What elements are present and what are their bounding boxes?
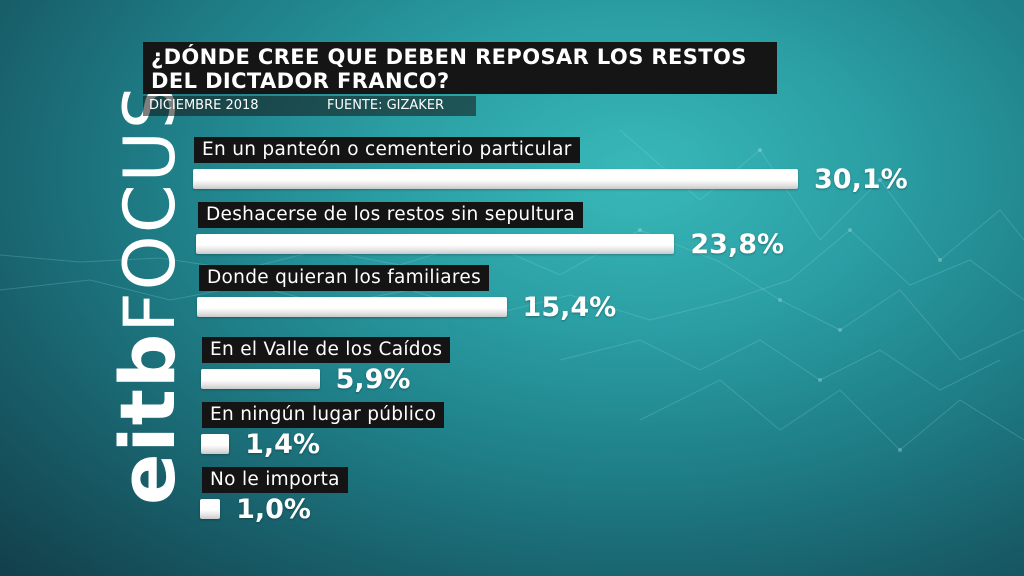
bar-label: No le importa xyxy=(202,467,348,493)
survey-date: DICIEMBRE 2018 xyxy=(149,98,259,113)
bar-value-label: 30,1% xyxy=(814,164,908,195)
logo-focus-text: FOCUS xyxy=(109,82,191,333)
bar-label: Donde quieran los familiares xyxy=(199,265,490,291)
bar xyxy=(201,434,230,454)
bar xyxy=(197,297,507,317)
bar-value-label: 5,9% xyxy=(335,364,411,395)
bar-label: En el Valle de los Caídos xyxy=(202,337,451,363)
chart-title-line1: ¿DÓNDE CREE QUE DEBEN REPOSAR LOS RESTOS xyxy=(151,45,747,69)
survey-source: FUENTE: GIZAKER xyxy=(327,98,445,113)
bar-value-label: 1,0% xyxy=(236,494,311,525)
bar-value-label: 1,4% xyxy=(245,429,321,460)
bar xyxy=(196,234,675,254)
bar-label: En ningún lugar público xyxy=(202,402,445,428)
logo-eitb-text: eitb xyxy=(103,332,192,505)
bar xyxy=(193,169,798,189)
chart-meta: DICIEMBRE 2018 FUENTE: GIZAKER xyxy=(143,96,476,116)
bar-value-label: 23,8% xyxy=(690,229,785,260)
bar-value-label: 15,4% xyxy=(522,292,617,323)
chart-title-line2: DEL DICTADOR FRANCO? xyxy=(151,69,450,93)
chart-title: ¿DÓNDE CREE QUE DEBEN REPOSAR LOS RESTOS… xyxy=(143,42,777,94)
bar-label: En un panteón o cementerio particular xyxy=(194,137,580,163)
bar xyxy=(200,499,221,519)
bar xyxy=(201,369,320,389)
bar-label: Deshacerse de los restos sin sepultura xyxy=(198,202,584,228)
